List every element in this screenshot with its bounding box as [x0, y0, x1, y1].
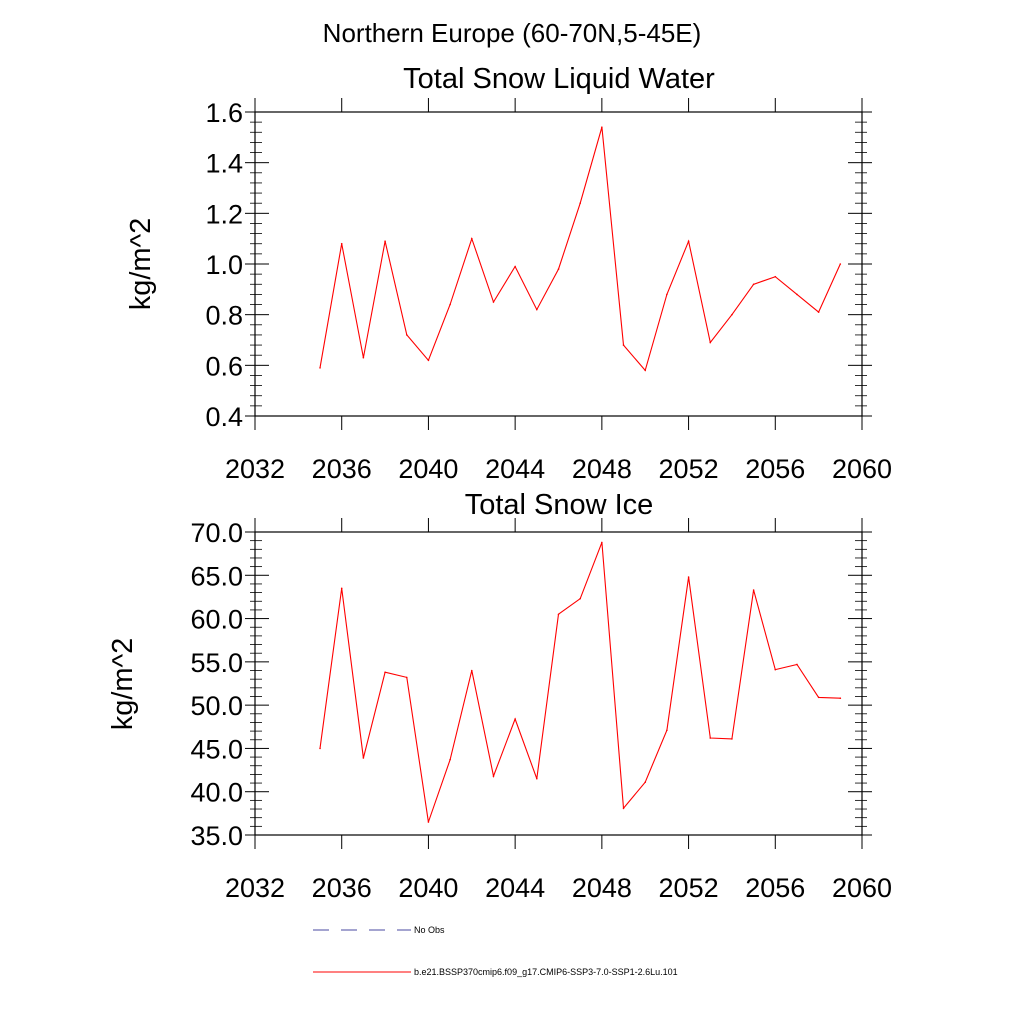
chart-title: Total Snow Liquid Water	[403, 63, 715, 95]
x-tick-label: 2040	[398, 873, 458, 903]
data-point	[579, 597, 581, 600]
y-tick-label: 0.8	[205, 301, 243, 331]
y-axis-label: kg/m^2	[125, 218, 157, 311]
data-point	[687, 240, 690, 242]
data-point	[752, 589, 755, 591]
x-tick-label: 2048	[572, 873, 632, 903]
y-tick-label: 60.0	[190, 605, 243, 635]
data-point	[405, 676, 408, 679]
data-point	[384, 240, 386, 242]
x-tick-label: 2056	[745, 873, 805, 903]
data-point	[449, 758, 451, 761]
x-tick-label: 2032	[225, 454, 285, 484]
data-point	[362, 356, 365, 359]
y-tick-label: 1.4	[205, 149, 243, 179]
panel-snow-liquid-water: Total Snow Liquid Water kg/m^2 2032 2036 2…	[125, 63, 892, 484]
data-point	[687, 576, 690, 578]
legend-label-model: b.e21.BSSP370cmip6.f09_g17.CMIP6-SSP3-7.…	[414, 967, 678, 977]
data-point	[731, 738, 733, 740]
y-tick-label: 1.6	[205, 98, 243, 128]
data-point	[666, 729, 668, 732]
data-point	[622, 807, 625, 809]
data-point	[752, 283, 755, 286]
data-point	[536, 777, 538, 780]
series-line	[319, 542, 841, 823]
data-point	[449, 303, 451, 306]
data-point	[470, 237, 473, 240]
series-line	[319, 127, 841, 372]
y-tick-label: 0.4	[205, 402, 243, 432]
data-point	[731, 313, 733, 316]
data-point	[644, 781, 647, 783]
data-point	[427, 821, 430, 823]
x-tick-label: 2040	[398, 454, 458, 484]
data-point	[666, 293, 668, 296]
data-point	[514, 265, 516, 268]
x-tick-label: 2044	[485, 454, 545, 484]
x-tick-label: 2036	[312, 454, 372, 484]
data-point	[557, 613, 560, 616]
data-point	[340, 242, 343, 245]
data-point	[514, 718, 516, 720]
y-tick-label: 35.0	[190, 821, 243, 851]
data-point	[362, 757, 365, 759]
data-point	[709, 737, 712, 739]
data-point	[319, 747, 321, 750]
data-point	[817, 311, 820, 313]
data-point	[427, 359, 430, 362]
chart-title: Total Snow Ice	[465, 489, 654, 521]
y-tick-label: 55.0	[190, 648, 243, 678]
data-point	[796, 663, 798, 666]
y-tick-label: 70.0	[190, 518, 243, 548]
y-tick-label: 50.0	[190, 691, 243, 721]
y-tick-label: 1.2	[205, 199, 243, 229]
data-point	[839, 263, 842, 265]
x-tick-label: 2032	[225, 873, 285, 903]
panel-snow-ice: Total Snow Ice kg/m^2 2032 2036 2040 2044 20…	[107, 489, 892, 903]
data-point	[709, 341, 712, 344]
y-tick-label: 40.0	[190, 778, 243, 808]
data-point	[644, 369, 647, 372]
data-point	[796, 293, 798, 296]
data-point	[601, 541, 603, 544]
x-tick-label: 2060	[832, 454, 892, 484]
data-point	[340, 587, 343, 590]
data-point	[579, 202, 581, 204]
data-point	[384, 671, 386, 674]
data-point	[774, 668, 777, 671]
y-tick-label: 65.0	[190, 561, 243, 591]
figure-suptitle: Northern Europe (60-70N,5-45E)	[323, 18, 702, 48]
data-point	[470, 669, 473, 672]
x-tick-label: 2060	[832, 873, 892, 903]
data-point	[492, 775, 495, 777]
data-point	[622, 344, 625, 346]
y-axis-label: kg/m^2	[107, 638, 139, 731]
x-tick-label: 2052	[659, 873, 719, 903]
x-tick-label: 2044	[485, 873, 545, 903]
x-tick-label: 2056	[745, 454, 805, 484]
data-point	[492, 301, 495, 303]
data-point	[557, 268, 560, 270]
data-point	[817, 696, 820, 699]
x-tick-label: 2048	[572, 454, 632, 484]
data-point	[405, 334, 408, 336]
legend: No Obs b.e21.BSSP370cmip6.f09_g17.CMIP6-…	[313, 925, 678, 977]
data-point	[839, 697, 842, 700]
data-point	[536, 308, 538, 311]
x-tick-label: 2036	[312, 873, 372, 903]
legend-label-no-obs: No Obs	[414, 925, 445, 935]
y-tick-label: 1.0	[205, 250, 243, 280]
data-point	[601, 126, 603, 128]
x-tick-label: 2052	[659, 454, 719, 484]
y-tick-label: 0.6	[205, 351, 243, 381]
data-point	[774, 275, 777, 278]
plot-frame	[254, 531, 863, 836]
y-tick-label: 45.0	[190, 734, 243, 764]
data-point	[319, 367, 321, 369]
